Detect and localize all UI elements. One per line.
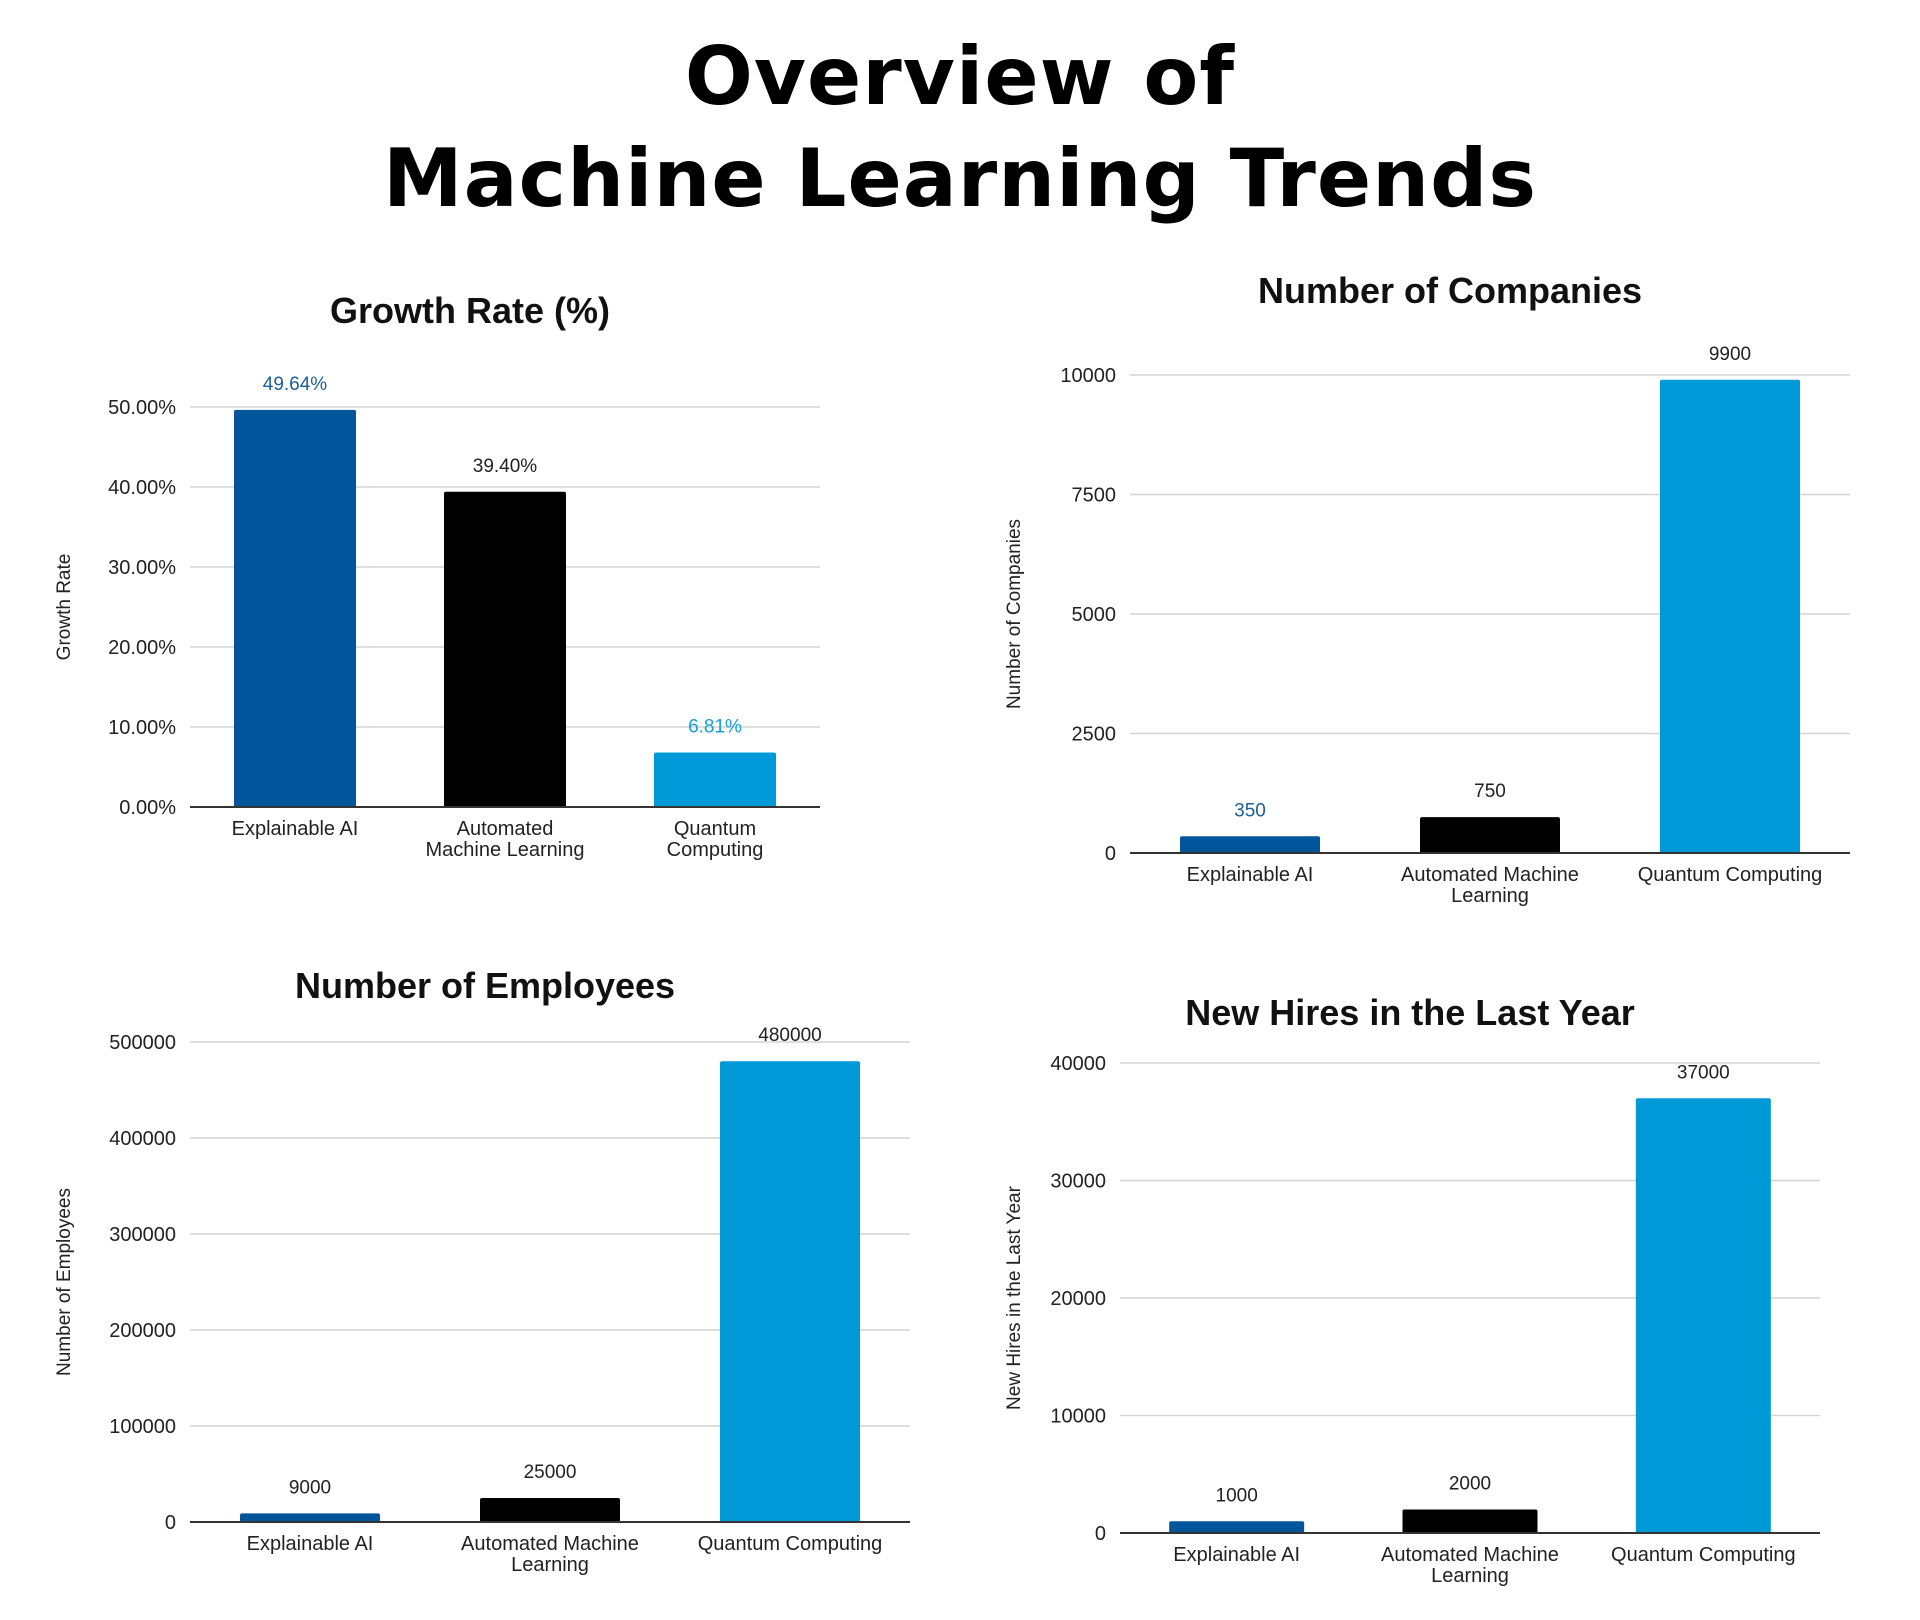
hires-category-label: Quantum Computing xyxy=(1611,1544,1796,1566)
companies-y-tick-label: 2500 xyxy=(1072,724,1117,746)
employees-bar xyxy=(240,1513,380,1522)
companies-y-tick-label: 0 xyxy=(1105,843,1116,865)
hires-chart-title: New Hires in the Last Year xyxy=(1185,992,1635,1033)
growth-category-label-line: Explainable AI xyxy=(232,818,359,840)
hires-bar xyxy=(1635,1098,1771,1533)
hires-y-tick-label: 40000 xyxy=(1050,1053,1106,1075)
employees-category-label-line: Automated Machine xyxy=(461,1533,639,1555)
growth-data-label: 49.64% xyxy=(263,374,328,395)
employees-chart: Number of Employees Number of Employees 0 1… xyxy=(40,960,920,1580)
growth-y-tick-label: 10.00% xyxy=(108,717,176,739)
growth-data-label: 39.40% xyxy=(473,456,538,477)
hires-chart: New Hires in the Last Year New Hires in t… xyxy=(990,985,1870,1605)
growth-y-tick-label: 50.00% xyxy=(108,397,176,419)
employees-y-axis-label: Number of Employees xyxy=(54,1188,75,1376)
employees-y-tick-label: 500000 xyxy=(109,1032,176,1054)
growth-category-label: Quantum Computing xyxy=(667,818,764,861)
employees-bar xyxy=(480,1498,620,1522)
companies-chart: Number of Companies Number of Companies 0 2… xyxy=(990,265,1870,907)
companies-y-tick-label: 7500 xyxy=(1072,485,1117,507)
hires-y-tick-label: 30000 xyxy=(1050,1171,1106,1193)
growth-category-label: Automated Machine Learning xyxy=(426,818,585,861)
hires-y-axis-label: New Hires in the Last Year xyxy=(1004,1185,1025,1410)
companies-bar xyxy=(1180,836,1320,853)
employees-category-label: Automated Machine Learning xyxy=(461,1533,639,1576)
companies-chart-svg: Number of Companies Number of Companies 0 2… xyxy=(1004,270,1850,907)
hires-category-label-line: Explainable AI xyxy=(1173,1544,1300,1566)
companies-y-tick-label: 10000 xyxy=(1060,365,1116,387)
employees-bar xyxy=(720,1061,860,1522)
hires-bar xyxy=(1402,1509,1538,1533)
growth-category-label-line: Automated xyxy=(457,818,554,840)
hires-bar xyxy=(1169,1521,1305,1533)
companies-bar xyxy=(1660,379,1800,853)
employees-y-tick-label: 200000 xyxy=(109,1320,176,1342)
growth-bar xyxy=(444,491,566,807)
hires-y-tick-label: 20000 xyxy=(1050,1288,1106,1310)
employees-y-tick-label: 100000 xyxy=(109,1416,176,1438)
page-title-line1: Overview of xyxy=(684,30,1236,123)
employees-category-label-line: Learning xyxy=(511,1554,589,1576)
companies-chart-title: Number of Companies xyxy=(1258,270,1642,311)
companies-category-label: Quantum Computing xyxy=(1638,864,1823,886)
growth-bar xyxy=(234,409,356,807)
companies-y-tick-label: 5000 xyxy=(1072,604,1117,626)
employees-y-tick-label: 300000 xyxy=(109,1224,176,1246)
growth-rate-chart: Growth Rate (%) Growth Rate 0.00% 10.00% 20.… xyxy=(40,285,860,875)
employees-category-label-line: Explainable AI xyxy=(247,1533,374,1555)
employees-chart-title: Number of Employees xyxy=(295,965,675,1006)
employees-data-label: 25000 xyxy=(524,1462,577,1483)
employees-category-label: Quantum Computing xyxy=(698,1533,883,1555)
growth-data-label: 6.81% xyxy=(688,717,742,738)
hires-category-label-line: Quantum Computing xyxy=(1611,1544,1796,1566)
companies-category-label-line: Explainable AI xyxy=(1187,864,1314,886)
companies-bar xyxy=(1420,817,1560,853)
growth-y-tick-label: 30.00% xyxy=(108,557,176,579)
companies-data-label: 9900 xyxy=(1709,344,1751,365)
employees-y-tick-label: 400000 xyxy=(109,1128,176,1150)
growth-y-tick-label: 0.00% xyxy=(119,797,176,819)
growth-rate-chart-svg: Growth Rate (%) Growth Rate 0.00% 10.00% 20.… xyxy=(54,290,820,861)
hires-data-label: 2000 xyxy=(1449,1474,1491,1495)
companies-category-label: Explainable AI xyxy=(1187,864,1314,886)
employees-data-label: 480000 xyxy=(758,1025,821,1046)
growth-chart-title: Growth Rate (%) xyxy=(330,290,610,331)
hires-category-label-line: Automated Machine xyxy=(1381,1544,1559,1566)
growth-category-label: Explainable AI xyxy=(232,818,359,840)
companies-data-label: 750 xyxy=(1474,781,1506,802)
employees-category-label-line: Quantum Computing xyxy=(698,1533,883,1555)
hires-chart-svg: New Hires in the Last Year New Hires in t… xyxy=(1004,992,1820,1587)
companies-category-label: Automated Machine Learning xyxy=(1401,864,1579,907)
growth-category-label-line: Quantum xyxy=(674,818,756,840)
employees-category-label: Explainable AI xyxy=(247,1533,374,1555)
companies-category-label-line: Quantum Computing xyxy=(1638,864,1823,886)
companies-category-label-line: Learning xyxy=(1451,885,1529,907)
hires-y-tick-label: 0 xyxy=(1095,1523,1106,1545)
hires-category-label: Explainable AI xyxy=(1173,1544,1300,1566)
employees-chart-svg: Number of Employees Number of Employees 0 1… xyxy=(54,965,910,1576)
employees-y-tick-label: 0 xyxy=(165,1512,176,1534)
companies-y-axis-label: Number of Companies xyxy=(1004,519,1025,709)
page-title-line2: Machine Learning Trends xyxy=(383,132,1537,225)
growth-category-label-line: Machine Learning xyxy=(426,839,585,861)
hires-data-label: 1000 xyxy=(1216,1485,1258,1506)
growth-y-tick-label: 20.00% xyxy=(108,637,176,659)
employees-data-label: 9000 xyxy=(289,1477,331,1498)
hires-data-label: 37000 xyxy=(1677,1062,1730,1083)
growth-category-label-line: Computing xyxy=(667,839,764,861)
growth-y-axis-label: Growth Rate xyxy=(54,554,75,661)
hires-category-label-line: Learning xyxy=(1431,1565,1509,1587)
hires-y-tick-label: 10000 xyxy=(1050,1406,1106,1428)
companies-data-label: 350 xyxy=(1234,800,1266,821)
hires-category-label: Automated Machine Learning xyxy=(1381,1544,1559,1587)
companies-category-label-line: Automated Machine xyxy=(1401,864,1579,886)
page-title: Overview of Machine Learning Trends xyxy=(0,26,1920,230)
growth-y-tick-label: 40.00% xyxy=(108,477,176,499)
growth-bar xyxy=(654,752,776,807)
